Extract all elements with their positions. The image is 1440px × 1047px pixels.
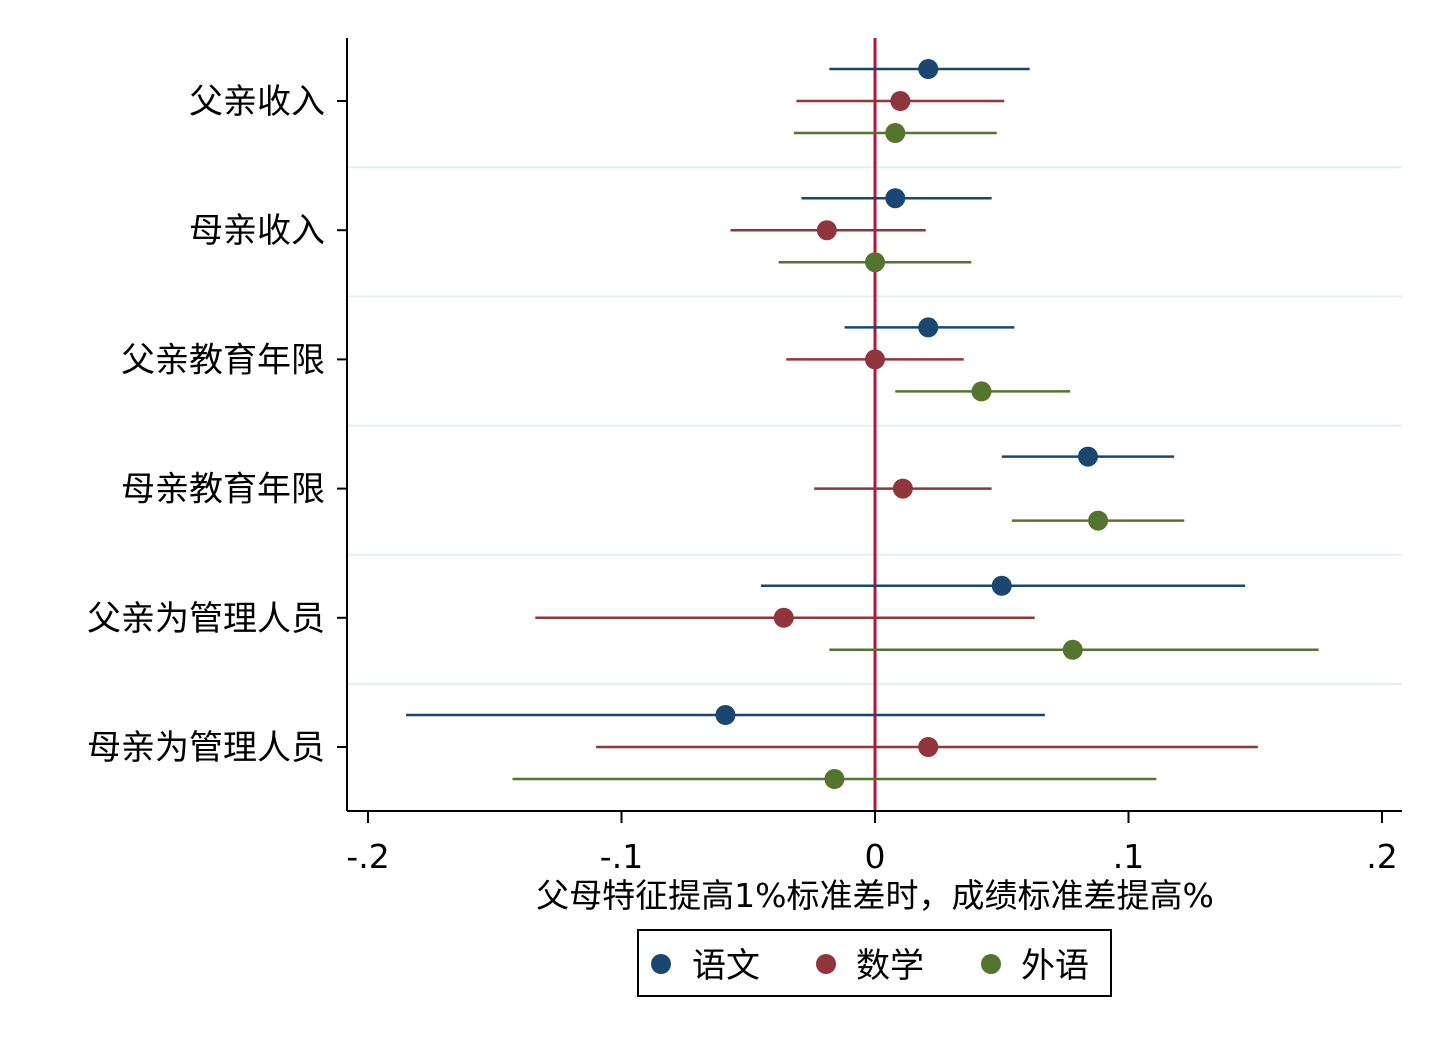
series-1 (406, 59, 1246, 725)
point-estimate (715, 705, 736, 725)
point-estimate (1077, 446, 1098, 467)
x-tick-label: .2 (1366, 837, 1398, 876)
x-axis-ticks (367, 811, 1383, 823)
point-estimate (971, 381, 992, 402)
x-tick-label: -.2 (346, 837, 389, 876)
legend-label: 数学 (856, 946, 924, 986)
legend-marker (981, 954, 1001, 974)
legend-marker (816, 954, 836, 974)
category-label: 母亲收入 (189, 211, 325, 251)
point-estimate (865, 349, 885, 370)
x-axis-title: 父母特征提高1%标准差时，成绩标准差提高% (536, 876, 1214, 915)
point-estimate (918, 59, 939, 79)
point-estimate (918, 317, 939, 338)
x-axis-tick-labels: -.2 -.1 0 .1 .2 (346, 837, 1397, 876)
legend-entry: 外语 (981, 946, 1089, 986)
series-3 (512, 123, 1319, 789)
point-estimate (773, 607, 794, 628)
category-label: 父亲收入 (189, 82, 325, 122)
point-estimate (991, 575, 1012, 596)
point-estimate (892, 478, 913, 499)
legend-label: 外语 (1021, 946, 1089, 986)
point-estimate (816, 220, 837, 241)
point-estimate (890, 91, 911, 111)
legend-entry: 数学 (816, 946, 924, 986)
legend-box (637, 929, 1112, 997)
point-estimate (885, 188, 906, 209)
x-tick-label: 0 (865, 837, 886, 876)
point-estimate (824, 769, 845, 789)
point-estimate (1062, 639, 1083, 660)
legend-marker (651, 954, 671, 974)
point-estimate (865, 252, 885, 273)
legend-entry: 语文 (651, 946, 760, 986)
y-axis-ticks (337, 100, 347, 748)
category-label: 父亲为管理人员 (87, 599, 325, 639)
point-estimate (1088, 510, 1109, 531)
x-tick-label: .1 (1113, 837, 1145, 876)
point-estimate (885, 123, 906, 143)
series-2 (535, 91, 1258, 757)
x-tick-label: -.1 (600, 837, 643, 876)
legend: 语文 数学 外语 (637, 929, 1112, 997)
category-label: 母亲教育年限 (121, 470, 325, 510)
point-estimate (918, 737, 939, 757)
category-label: 母亲为管理人员 (87, 728, 325, 768)
category-label: 父亲教育年限 (121, 340, 325, 380)
legend-label: 语文 (692, 946, 760, 986)
series-marks (406, 59, 1319, 789)
